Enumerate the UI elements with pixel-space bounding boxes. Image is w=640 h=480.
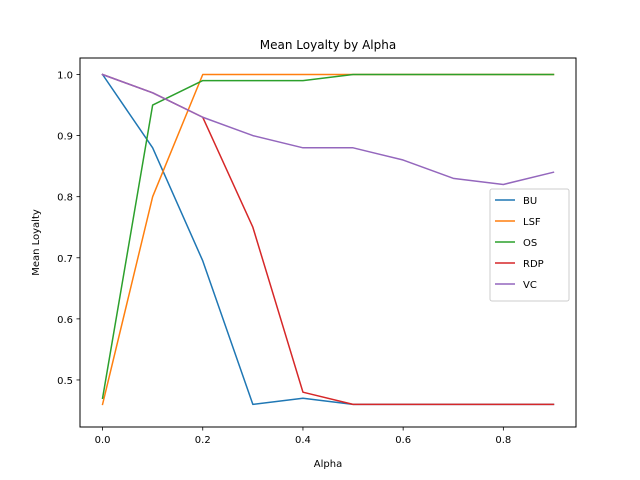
y-tick-label: 0.5 xyxy=(57,376,73,387)
y-tick-label: 0.7 xyxy=(57,254,73,265)
y-axis-ticks: 0.5 0.6 0.7 0.8 0.9 1.0 xyxy=(57,70,80,387)
legend-label-rdp: RDP xyxy=(523,259,544,270)
legend-box xyxy=(489,188,570,302)
x-tick-label: 0.0 xyxy=(95,435,111,446)
x-axis-ticks: 0.0 0.2 0.4 0.6 0.8 xyxy=(95,427,511,446)
y-tick-label: 0.8 xyxy=(57,193,73,204)
chart-title: Mean Loyalty by Alpha xyxy=(260,38,396,52)
x-tick-label: 0.4 xyxy=(295,435,311,446)
series-lines xyxy=(101,73,555,406)
series-line-vc xyxy=(101,73,555,186)
y-tick-label: 0.6 xyxy=(57,315,73,326)
y-tick-label: 0.9 xyxy=(57,132,73,143)
x-tick-label: 0.2 xyxy=(195,435,211,446)
x-tick-label: 0.8 xyxy=(495,435,511,446)
legend-label-bu: BU xyxy=(523,196,537,207)
legend-label-os: OS xyxy=(523,238,537,249)
legend-label-vc: VC xyxy=(523,280,537,291)
x-axis-label: Alpha xyxy=(314,459,342,470)
plot-frame xyxy=(79,57,577,428)
x-tick-label: 0.6 xyxy=(395,435,411,446)
y-axis-label: Mean Loyalty xyxy=(31,209,42,276)
y-tick-label: 1.0 xyxy=(57,70,73,81)
legend-label-lsf: LSF xyxy=(523,217,541,228)
legend: BU LSF OS RDP VC xyxy=(489,188,570,302)
series-line-os xyxy=(101,73,555,400)
